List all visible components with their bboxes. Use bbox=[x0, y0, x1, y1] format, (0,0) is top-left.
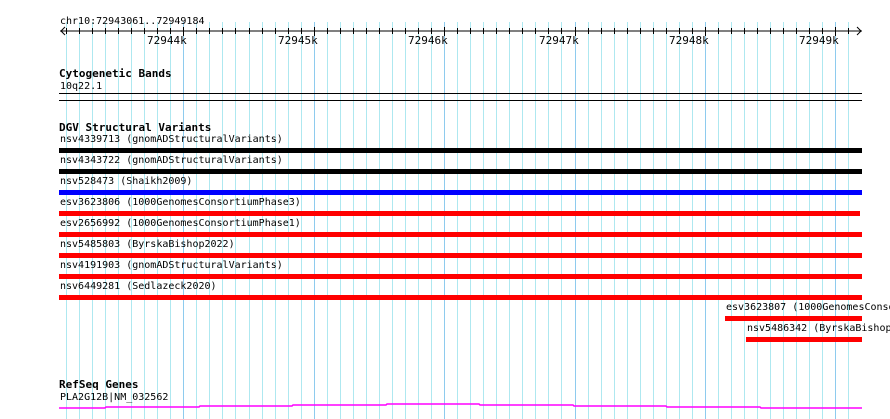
variant-bar[interactable] bbox=[59, 169, 862, 174]
variant-label[interactable]: nsv4339713 (gnomADStructuralVariants) bbox=[60, 134, 283, 145]
location-label: chr10:72943061..72949184 bbox=[60, 16, 205, 27]
gene-label[interactable]: PLA2G12B|NM_032562 bbox=[60, 392, 169, 403]
ruler-tick-label: 72945k bbox=[278, 34, 318, 47]
cytoband-line bbox=[59, 93, 862, 94]
variant-label[interactable]: nsv5486342 (ByrskaBishop bbox=[747, 323, 890, 334]
dgv-track-title: DGV Structural Variants bbox=[59, 121, 212, 134]
variant-bar[interactable] bbox=[59, 253, 862, 258]
gene-model[interactable] bbox=[0, 395, 890, 419]
variant-label[interactable]: nsv5485803 (ByrskaBishop2022) bbox=[60, 239, 235, 250]
cytoband-label[interactable]: 10q22.1 bbox=[60, 81, 103, 92]
variant-bar[interactable] bbox=[59, 190, 862, 195]
variant-label[interactable]: nsv4343722 (gnomADStructuralVariants) bbox=[60, 155, 283, 166]
variant-bar[interactable] bbox=[59, 274, 862, 279]
refseq-track-title: RefSeq Genes bbox=[59, 378, 139, 391]
variant-label[interactable]: nsv6449281 (Sedlazeck2020) bbox=[60, 281, 217, 292]
ruler-tick-label: 72947k bbox=[539, 34, 579, 47]
variant-label[interactable]: nsv4191903 (gnomADStructuralVariants) bbox=[60, 260, 283, 271]
variant-bar[interactable] bbox=[59, 232, 862, 237]
variant-bar[interactable] bbox=[725, 316, 862, 321]
left-arrow-icon bbox=[60, 26, 66, 36]
ruler-tick-label: 72944k bbox=[147, 34, 187, 47]
ruler-tick-label: 72949k bbox=[799, 34, 839, 47]
variant-label[interactable]: esv3623807 (1000GenomesConso bbox=[726, 302, 890, 313]
right-arrow-icon bbox=[856, 26, 862, 36]
ruler-tick-label: 72948k bbox=[669, 34, 709, 47]
variant-label[interactable]: nsv528473 (Shaikh2009) bbox=[60, 176, 193, 187]
variant-bar[interactable] bbox=[59, 211, 860, 216]
variant-bar[interactable] bbox=[59, 148, 862, 153]
ruler-tick-label: 72946k bbox=[408, 34, 448, 47]
ruler[interactable] bbox=[0, 0, 890, 60]
variant-bar[interactable] bbox=[746, 337, 862, 342]
variant-label[interactable]: esv2656992 (1000GenomesConsortiumPhase1) bbox=[60, 218, 301, 229]
track-separator bbox=[59, 100, 862, 101]
variant-label[interactable]: esv3623806 (1000GenomesConsortiumPhase3) bbox=[60, 197, 301, 208]
variant-bar[interactable] bbox=[59, 295, 862, 300]
cytoband-track-title: Cytogenetic Bands bbox=[59, 67, 172, 80]
